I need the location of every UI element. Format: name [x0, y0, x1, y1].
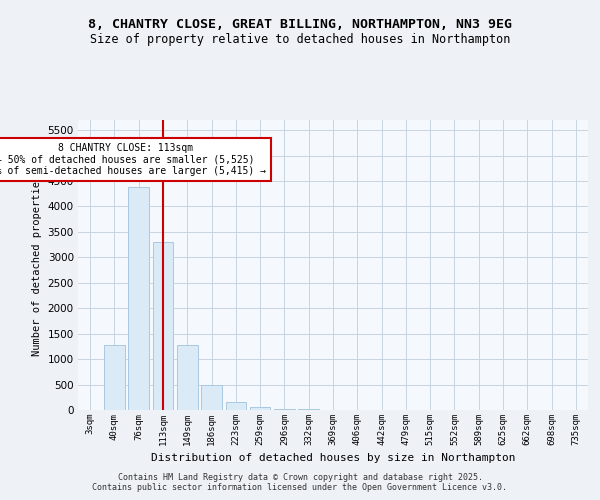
Text: Contains HM Land Registry data © Crown copyright and database right 2025.
Contai: Contains HM Land Registry data © Crown c… — [92, 473, 508, 492]
Text: 8, CHANTRY CLOSE, GREAT BILLING, NORTHAMPTON, NN3 9EG: 8, CHANTRY CLOSE, GREAT BILLING, NORTHAM… — [88, 18, 512, 30]
Bar — [274, 408, 295, 410]
Bar — [152, 242, 173, 410]
Bar — [128, 186, 149, 410]
Y-axis label: Number of detached properties: Number of detached properties — [32, 174, 42, 356]
Text: 8 CHANTRY CLOSE: 113sqm
← 50% of detached houses are smaller (5,525)
49% of semi: 8 CHANTRY CLOSE: 113sqm ← 50% of detache… — [0, 143, 266, 176]
Text: Size of property relative to detached houses in Northampton: Size of property relative to detached ho… — [90, 32, 510, 46]
X-axis label: Distribution of detached houses by size in Northampton: Distribution of detached houses by size … — [151, 454, 515, 464]
Bar — [201, 384, 222, 410]
Bar — [104, 346, 125, 410]
Bar — [226, 402, 246, 410]
Bar — [177, 346, 197, 410]
Bar — [250, 408, 271, 410]
